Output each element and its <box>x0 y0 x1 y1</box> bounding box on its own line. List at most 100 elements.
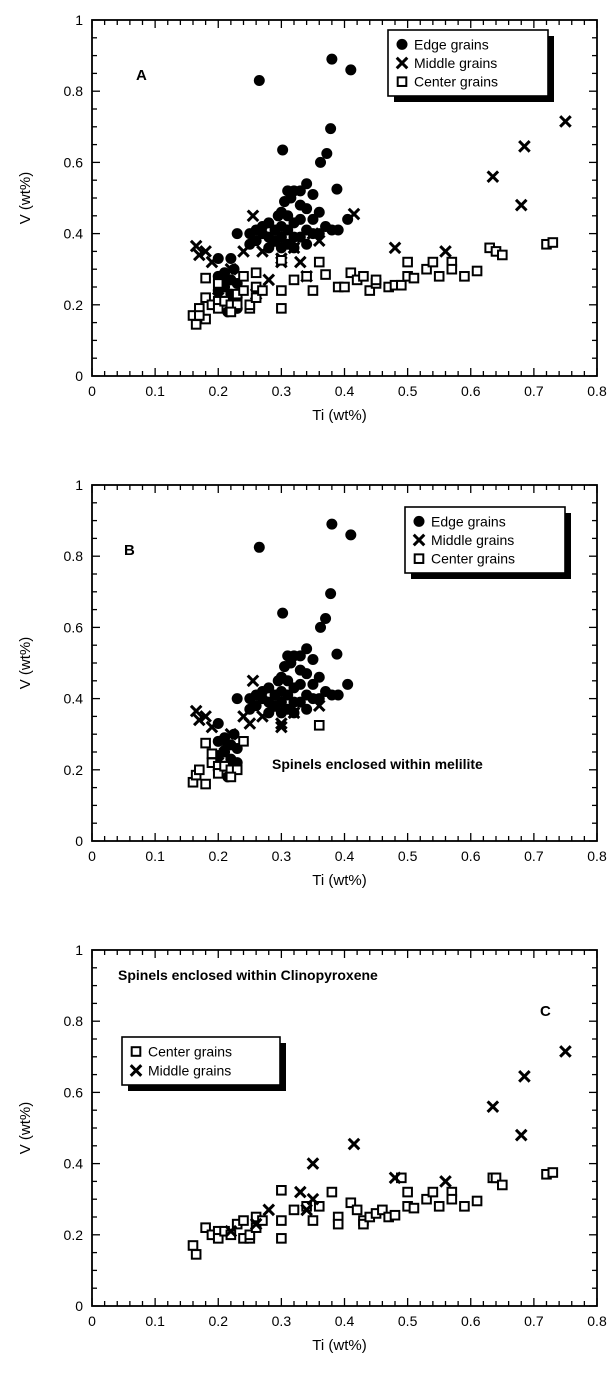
point-middle-grains <box>312 234 326 248</box>
point-edge-grains <box>331 648 343 660</box>
point-center-grains <box>231 764 243 776</box>
point-edge-grains <box>294 650 306 662</box>
panel-b: 0 0.1 0.2 0.3 0.4 0.5 0.6 0.7 0.8 0 0.2 0.4 0.6 0.8 1 T… <box>0 465 615 910</box>
point-middle-grains <box>268 237 282 251</box>
point-middle-grains <box>293 1185 307 1199</box>
point-center-grains <box>194 764 205 776</box>
point-center-grains <box>332 1218 344 1230</box>
x-tick-label: 0.8 <box>587 848 607 864</box>
y-tick-label: 0.8 <box>64 83 84 99</box>
point-center-grains <box>276 285 287 296</box>
point-center-grains <box>231 299 243 311</box>
point-edge-grains <box>301 668 313 680</box>
point-middle-grains <box>192 713 206 727</box>
point-center-grains <box>200 1222 211 1233</box>
point-middle-grains <box>224 1224 238 1238</box>
point-edge-grains <box>244 228 256 240</box>
point-center-grains <box>408 1202 420 1214</box>
point-edge-grains <box>275 707 287 719</box>
point-center-grains <box>238 271 249 282</box>
legend-label-middle-grains: Middle grains <box>414 55 497 71</box>
x-tick-label: 0.7 <box>524 383 544 399</box>
x-tick-label: 0.7 <box>524 848 544 864</box>
point-edge-grains <box>307 188 319 200</box>
point-center-grains <box>288 274 300 286</box>
point-center-grains <box>200 272 211 284</box>
y-tick-label: 0.2 <box>64 297 84 313</box>
point-center-grains <box>351 1204 363 1216</box>
x-tick-label: 0 <box>88 848 96 864</box>
point-edge-grains <box>301 643 313 655</box>
x-tick-label: 0.1 <box>145 848 165 864</box>
point-middle-grains <box>514 198 528 212</box>
point-edge-grains <box>294 696 306 708</box>
legend-label-middle-grains: Middle grains <box>148 1063 231 1079</box>
point-center-grains <box>250 267 262 279</box>
y-axis-label: V (wt%) <box>17 172 34 225</box>
point-middle-grains <box>306 1192 320 1206</box>
point-center-grains <box>402 256 413 268</box>
point-center-grains <box>276 255 287 266</box>
x-tick-label: 0.5 <box>398 383 418 399</box>
point-middle-grains <box>518 140 531 153</box>
x-tick-label: 0 <box>88 383 96 399</box>
legend-label-middle-grains: Middle grains <box>431 532 514 548</box>
point-center-grains <box>244 1229 256 1241</box>
point-edge-grains <box>288 217 300 229</box>
point-center-grains <box>212 303 224 314</box>
x-tick-label: 0.4 <box>335 1313 355 1329</box>
panel-annotation: Spinels enclosed within Clinopyroxene <box>118 967 378 983</box>
point-middle-grains <box>262 273 276 287</box>
y-tick-label: 0.8 <box>64 1013 84 1029</box>
x-tick-label: 0 <box>88 1313 96 1329</box>
y-tick-label: 0.4 <box>64 1156 84 1172</box>
point-edge-grains <box>277 607 289 619</box>
point-edge-grains <box>307 213 319 225</box>
point-center-grains <box>427 256 439 268</box>
y-tick-label: 0.4 <box>64 226 84 242</box>
point-middle-grains <box>224 262 238 276</box>
x-tick-label: 0.6 <box>461 1313 481 1329</box>
y-tick-label: 0 <box>75 1298 83 1314</box>
legend-marker-edge-grains <box>413 515 425 527</box>
point-center-grains <box>345 267 357 279</box>
x-tick-label: 0.4 <box>335 383 355 399</box>
x-tick-label: 0.6 <box>461 383 481 399</box>
point-center-grains <box>490 1172 502 1184</box>
point-edge-grains <box>282 224 294 236</box>
point-middle-grains <box>388 241 402 255</box>
point-center-grains <box>194 310 205 321</box>
point-edge-grains <box>279 661 291 673</box>
point-edge-grains <box>282 689 294 701</box>
point-center-grains <box>238 285 249 296</box>
point-edge-grains <box>321 148 333 159</box>
chart-c-svg: 0 0.1 0.2 0.3 0.4 0.5 0.6 0.7 0.8 0 0.2 0.4 0.6 0.8 1 T… <box>17 942 607 1354</box>
point-edge-grains <box>325 123 337 135</box>
x-tick-label: 0.5 <box>398 1313 418 1329</box>
point-center-grains <box>497 249 508 261</box>
point-center-grains <box>370 274 382 286</box>
point-center-grains <box>307 285 319 296</box>
legend-label-center-grains: Center grains <box>414 74 498 90</box>
point-middle-grains <box>287 706 301 720</box>
point-edge-grains <box>288 682 300 694</box>
point-center-grains <box>276 1215 287 1226</box>
point-edge-grains <box>345 529 357 541</box>
point-center-grains <box>339 281 350 293</box>
point-center-grains <box>459 1201 470 1212</box>
legend-marker-middle-grains <box>395 56 409 70</box>
point-center-grains <box>345 1197 357 1209</box>
x-tick-label: 0.7 <box>524 1313 544 1329</box>
point-middle-grains <box>249 1217 263 1231</box>
point-center-grains <box>459 271 470 282</box>
point-center-grains <box>396 279 407 291</box>
legend-label-edge-grains: Edge grains <box>414 36 489 52</box>
point-center-grains <box>408 272 420 284</box>
point-center-grains <box>200 737 211 749</box>
point-edge-grains <box>244 693 256 705</box>
point-center-grains <box>358 1218 369 1230</box>
legend-label-edge-grains: Edge grains <box>431 513 506 529</box>
point-center-grains <box>446 263 458 275</box>
legend-marker-center-grains <box>130 1046 142 1057</box>
point-center-grains <box>238 1215 249 1226</box>
